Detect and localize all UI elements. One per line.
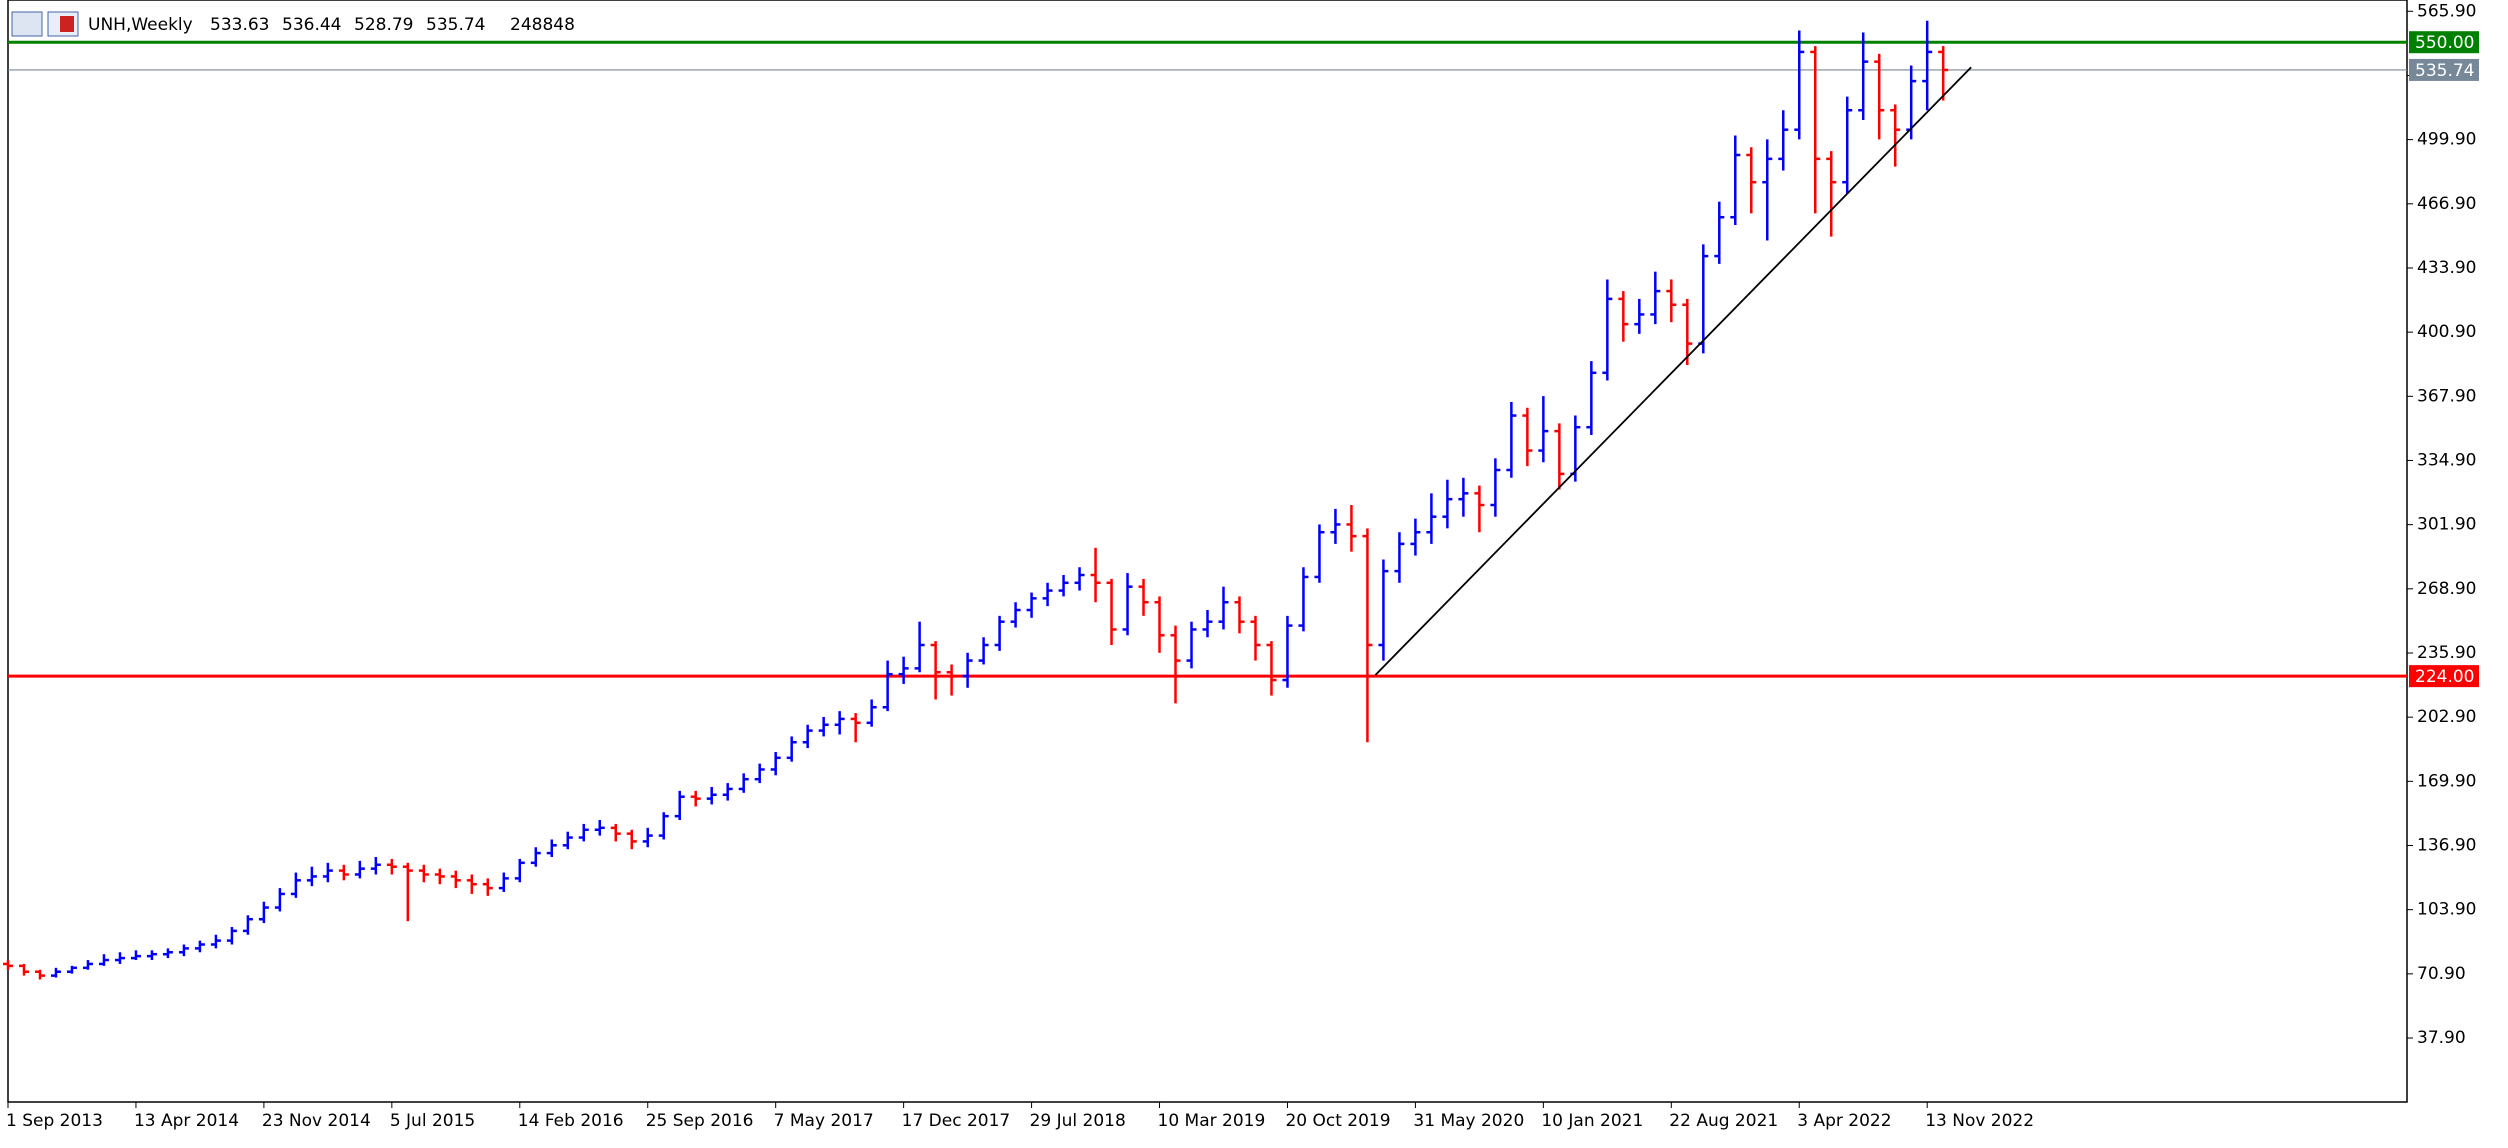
y-tick-label: 433.90 xyxy=(2417,258,2476,278)
header-low: 528.79 xyxy=(354,15,413,35)
x-tick-label: 7 May 2017 xyxy=(774,1111,874,1131)
icon xyxy=(11,11,43,37)
y-tick-label: 565.90 xyxy=(2417,1,2476,21)
x-tick-label: 5 Jul 2015 xyxy=(390,1111,475,1131)
y-tick-label: 169.90 xyxy=(2417,771,2476,791)
header-volume: 248848 xyxy=(510,15,575,35)
price-label-box xyxy=(2409,31,2479,54)
icon xyxy=(60,16,74,32)
price-label-box xyxy=(2409,665,2479,688)
y-tick-label: 466.90 xyxy=(2417,194,2476,214)
x-tick-label: 20 Oct 2019 xyxy=(1285,1111,1390,1131)
x-tick-label: 17 Dec 2017 xyxy=(902,1111,1011,1131)
symbol: UNH,Weekly xyxy=(88,15,193,35)
header: UNH,Weekly 533.63 536.44 528.79 535.74 2… xyxy=(11,11,575,37)
price-label-box xyxy=(2409,58,2479,81)
y-tick-label: 268.90 xyxy=(2417,579,2476,599)
x-tick-label: 10 Jan 2021 xyxy=(1541,1111,1643,1131)
y-tick-label: 334.90 xyxy=(2417,450,2476,470)
header-open: 533.63 xyxy=(210,15,269,35)
x-tick-label: 10 Mar 2019 xyxy=(1158,1111,1266,1131)
x-tick-label: 14 Feb 2016 xyxy=(518,1111,624,1131)
y-tick-label: 202.90 xyxy=(2417,707,2476,727)
x-tick-label: 13 Apr 2014 xyxy=(134,1111,239,1131)
y-tick-label: 301.90 xyxy=(2417,515,2476,535)
x-tick-label: 1 Sep 2013 xyxy=(6,1111,103,1131)
y-tick-label: 400.90 xyxy=(2417,322,2476,342)
y-tick-label: 103.90 xyxy=(2417,900,2476,920)
price-label: 224.00 xyxy=(2415,667,2474,687)
header-close: 535.74 xyxy=(426,15,485,35)
x-tick-label: 13 Nov 2022 xyxy=(1925,1111,2034,1131)
y-tick-label: 37.90 xyxy=(2417,1028,2466,1048)
y-tick-label: 367.90 xyxy=(2417,386,2476,406)
y-tick-label: 136.90 xyxy=(2417,836,2476,856)
x-tick-label: 31 May 2020 xyxy=(1413,1111,1524,1131)
x-tick-label: 3 Apr 2022 xyxy=(1797,1111,1891,1131)
y-tick-label: 70.90 xyxy=(2417,964,2466,984)
y-tick-label: 499.90 xyxy=(2417,130,2476,150)
x-tick-label: 29 Jul 2018 xyxy=(1030,1111,1126,1131)
x-tick-label: 22 Aug 2021 xyxy=(1669,1111,1778,1131)
plot-frame xyxy=(7,0,2408,1103)
header-high: 536.44 xyxy=(282,15,341,35)
x-tick-label: 25 Sep 2016 xyxy=(646,1111,754,1131)
price-label: 535.74 xyxy=(2415,61,2474,81)
price-label: 550.00 xyxy=(2415,33,2474,53)
x-tick-label: 23 Nov 2014 xyxy=(262,1111,371,1131)
y-tick-label: 235.90 xyxy=(2417,643,2476,663)
trendline xyxy=(1374,66,1972,676)
